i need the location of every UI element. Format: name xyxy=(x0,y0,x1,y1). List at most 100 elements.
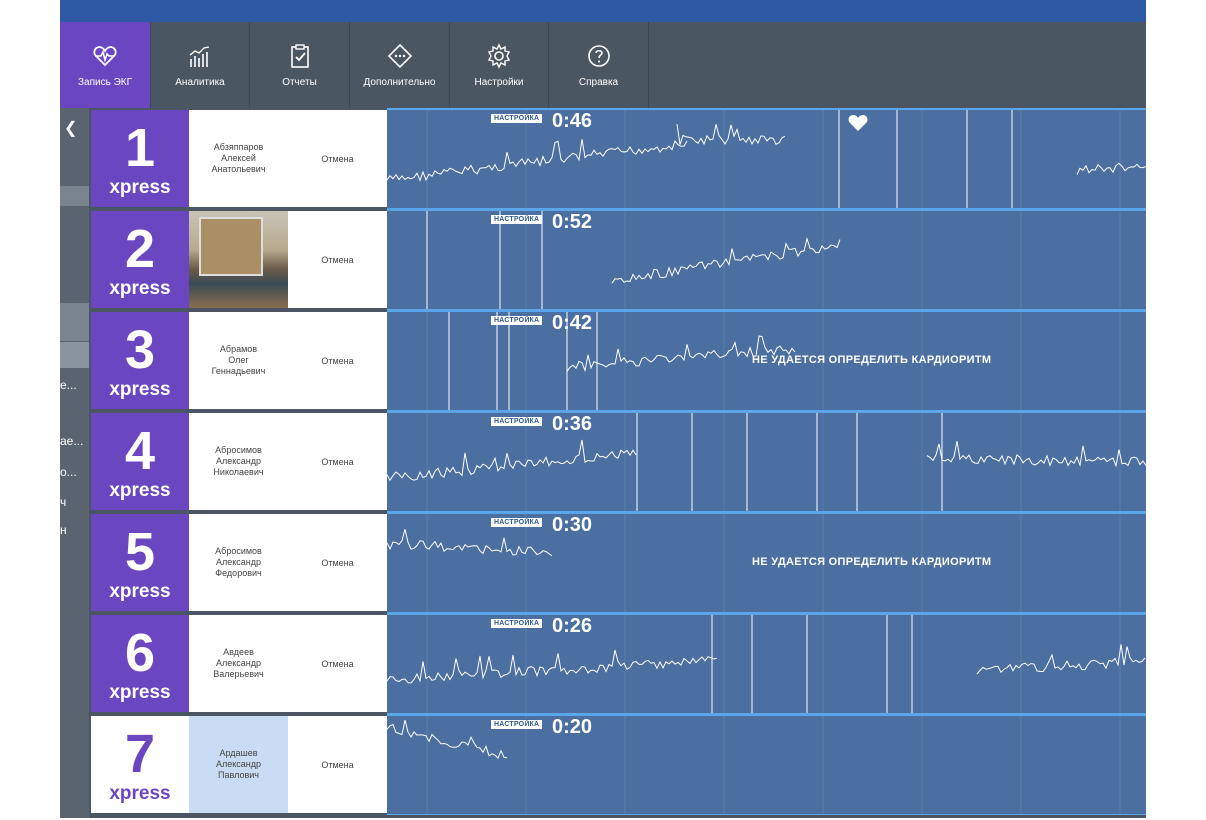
channel-number-badge[interactable]: 7 xpress xyxy=(91,716,189,813)
ecg-channel-row[interactable]: 2 xpress Отмена НАСТРОЙКА 0:52 xyxy=(89,209,1146,310)
cancel-button[interactable]: Отмена xyxy=(288,514,387,611)
setup-tag[interactable]: НАСТРОЙКА xyxy=(491,518,543,527)
ecg-waveform xyxy=(387,514,1121,612)
toolbar-ecg-record-button[interactable]: Запись ЭКГ xyxy=(60,22,151,108)
setup-tag[interactable]: НАСТРОЙКА xyxy=(491,215,543,224)
heart-beat-icon xyxy=(848,115,868,131)
toolbar-label: Настройки xyxy=(474,76,524,88)
device-brand-label: xpress xyxy=(109,783,171,804)
ecg-channel-row[interactable]: 1 xpress Абзяппаров Алексей Анатольевич От… xyxy=(89,108,1146,209)
channel-number-badge[interactable]: 2 xpress xyxy=(91,211,189,308)
channel-number: 1 xyxy=(124,118,156,178)
ecg-trace-area: НАСТРОЙКА 0:30 НЕ УДАЕТСЯ ОПРЕДЕЛИТЬ КАР… xyxy=(387,512,1146,613)
diamond-more-icon xyxy=(387,43,412,68)
ecg-trace-area: НАСТРОЙКА 0:46 xyxy=(387,108,1146,209)
setup-tag[interactable]: НАСТРОЙКА xyxy=(491,417,543,426)
cancel-button[interactable]: Отмена xyxy=(288,211,387,308)
ecg-trace-segment xyxy=(387,139,688,182)
sidebar-item-text[interactable]: ч xyxy=(60,495,67,509)
channel-number-badge[interactable]: 1 xpress xyxy=(91,110,189,207)
patient-name[interactable]: Абросимов Александр Федорович xyxy=(189,514,288,611)
setup-tag[interactable]: НАСТРОЙКА xyxy=(491,720,543,729)
help-circle-icon xyxy=(587,44,610,67)
patient-name[interactable] xyxy=(189,211,288,308)
ecg-channel-row[interactable]: 3 xpress Абрамов Олег Геннадьевич Отмена Н… xyxy=(89,310,1146,411)
ecg-waveform xyxy=(426,312,1121,410)
channel-number: 6 xyxy=(124,623,156,683)
collapsed-patient-sidebar: ❮ е... ае... о... ч н xyxy=(60,108,89,818)
toolbar-label: Дополнительно xyxy=(363,76,436,88)
ecg-channel-row[interactable]: 7 xpress Ардашев Александр Павлович Отмена… xyxy=(89,714,1146,815)
device-brand-label: xpress xyxy=(109,177,171,198)
ecg-waveform xyxy=(426,211,1121,309)
channel-number-badge[interactable]: 3 xpress xyxy=(91,312,189,409)
device-brand-label: xpress xyxy=(109,581,171,602)
ecg-channel-row[interactable]: 4 xpress Абросимов Александр Николаевич От… xyxy=(89,411,1146,512)
toolbar-label: Справка xyxy=(578,76,619,88)
ecg-waveform xyxy=(387,716,1121,814)
ecg-trace-segment xyxy=(676,124,786,146)
recording-timer: 0:26 xyxy=(552,615,593,637)
gear-icon xyxy=(487,42,511,69)
ecg-trace-segment xyxy=(387,719,508,759)
ecg-trace-segment xyxy=(387,649,718,684)
toolbar-additional-button[interactable]: Дополнительно xyxy=(350,22,450,108)
setup-tag[interactable]: НАСТРОЙКА xyxy=(491,114,543,123)
ecg-waveform xyxy=(387,413,1146,511)
cancel-button[interactable]: Отмена xyxy=(288,413,387,510)
chevron-left-icon[interactable]: ❮ xyxy=(64,120,78,137)
channel-number-badge[interactable]: 4 xpress xyxy=(91,413,189,510)
ecg-trace-segment xyxy=(926,441,1146,468)
clipboard-check-icon xyxy=(290,43,309,68)
ecg-trace-segment xyxy=(976,644,1146,675)
ecg-trace-segment xyxy=(387,529,553,557)
toolbar-reports-button[interactable]: Отчеты xyxy=(250,22,350,108)
rhythm-status-message: НЕ УДАЕТСЯ ОПРЕДЕЛИТЬ КАРДИОРИТМ xyxy=(752,556,992,568)
channel-number: 4 xyxy=(124,421,156,481)
recording-timer: 0:36 xyxy=(552,413,593,435)
device-brand-label: xpress xyxy=(109,379,171,400)
device-brand-label: xpress xyxy=(109,480,171,501)
ecg-trace-area: НАСТРОЙКА 0:26 xyxy=(387,613,1146,714)
toolbar-help-button[interactable]: Справка xyxy=(549,22,649,108)
ecg-waveform xyxy=(387,615,1146,713)
ecg-trace-segment xyxy=(566,335,796,373)
sidebar-block xyxy=(60,342,89,368)
ecg-app-window: Запись ЭКГ Аналитика Отчеты xyxy=(60,0,1146,818)
patient-name[interactable]: Абрамов Олег Геннадьевич xyxy=(189,312,288,409)
cancel-button[interactable]: Отмена xyxy=(288,312,387,409)
channel-number-badge[interactable]: 5 xpress xyxy=(91,514,189,611)
ecg-trace-segment xyxy=(1076,162,1146,175)
toolbar-label: Запись ЭКГ xyxy=(77,76,133,88)
channel-number: 3 xyxy=(124,320,156,380)
channel-number-badge[interactable]: 6 xpress xyxy=(91,615,189,712)
patient-name[interactable]: Ардашев Александр Павлович xyxy=(189,716,288,813)
ecg-waveform xyxy=(387,110,1146,208)
channel-number: 5 xyxy=(124,522,156,582)
setup-tag[interactable]: НАСТРОЙКА xyxy=(491,619,543,628)
recording-timer: 0:46 xyxy=(552,110,593,132)
sidebar-block xyxy=(60,303,89,341)
cancel-button[interactable]: Отмена xyxy=(288,615,387,712)
setup-tag[interactable]: НАСТРОЙКА xyxy=(491,316,543,325)
toolbar-analytics-button[interactable]: Аналитика xyxy=(151,22,250,108)
ecg-trace-area: НАСТРОЙКА 0:36 xyxy=(387,411,1146,512)
toolbar-settings-button[interactable]: Настройки xyxy=(450,22,549,108)
sidebar-item-text[interactable]: е... xyxy=(60,378,77,392)
cancel-button[interactable]: Отмена xyxy=(288,110,387,207)
cancel-button[interactable]: Отмена xyxy=(288,716,387,813)
sidebar-item-text[interactable]: н xyxy=(60,523,67,537)
ecg-trace-area: НАСТРОЙКА 0:42 НЕ УДАЕТСЯ ОПРЕДЕЛИТЬ КАР… xyxy=(387,310,1146,411)
patient-name[interactable]: Авдеев Александр Валерьевич xyxy=(189,615,288,712)
sidebar-item-text[interactable]: ае... xyxy=(60,434,84,448)
analytics-chart-icon xyxy=(189,45,210,67)
ecg-channel-row[interactable]: 6 xpress Авдеев Александр Валерьевич Отмен… xyxy=(89,613,1146,714)
patient-name[interactable]: Абросимов Александр Николаевич xyxy=(189,413,288,510)
device-brand-label: xpress xyxy=(109,278,171,299)
device-brand-label: xpress xyxy=(109,682,171,703)
sidebar-item-text[interactable]: о... xyxy=(60,465,77,479)
patient-name[interactable]: Абзяппаров Алексей Анатольевич xyxy=(189,110,288,207)
ecg-channel-row[interactable]: 5 xpress Абросимов Александр Федорович Отм… xyxy=(89,512,1146,613)
main-toolbar: Запись ЭКГ Аналитика Отчеты xyxy=(60,22,1146,108)
rhythm-status-message: НЕ УДАЕТСЯ ОПРЕДЕЛИТЬ КАРДИОРИТМ xyxy=(752,354,992,366)
